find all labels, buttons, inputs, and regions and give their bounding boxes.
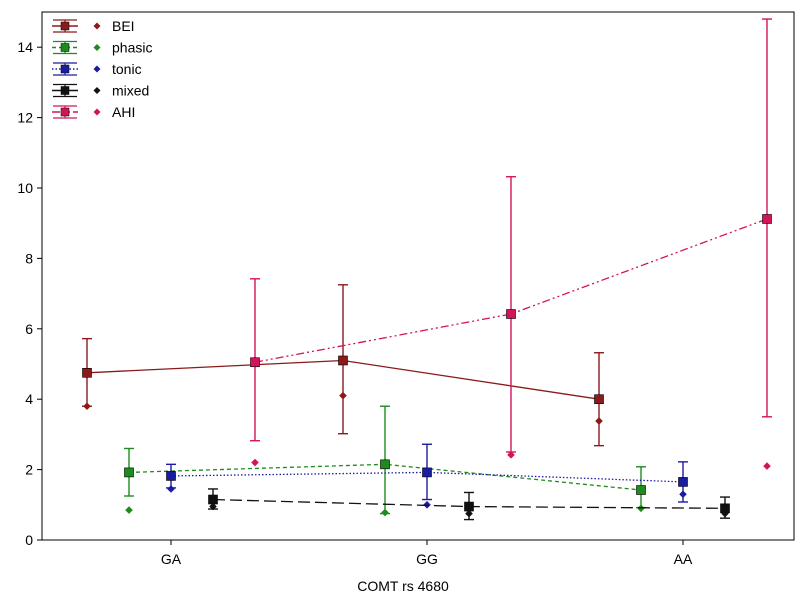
axes: 0 2 4 6 8 10 12 14 GA GG AA COMT rs 4680 [17, 11, 795, 594]
legend-label: tonic [112, 61, 142, 77]
x-axis-title: COMT rs 4680 [357, 578, 449, 594]
median-marker [209, 502, 217, 511]
median-marker [721, 509, 729, 518]
series-ahi [250, 18, 772, 470]
y-tick-label: 2 [25, 462, 33, 478]
series-layer [82, 18, 772, 521]
mean-marker [250, 357, 260, 368]
legend-mean-marker [60, 64, 70, 74]
legend-median-marker [93, 22, 101, 30]
legend-mean-marker [60, 21, 70, 31]
y-tick-label: 0 [25, 532, 33, 548]
mean-marker [82, 367, 92, 378]
median-marker [595, 417, 603, 425]
median-marker [167, 485, 175, 493]
legend-label: BEI [112, 18, 135, 34]
plot-frame [41, 11, 795, 541]
legend-item-phasic: phasic [52, 40, 152, 56]
legend-mean-marker [60, 107, 70, 117]
legend-label: phasic [112, 40, 152, 56]
mean-marker [464, 501, 474, 512]
legend-label: AHI [112, 104, 135, 120]
median-marker [679, 490, 687, 499]
mean-marker [636, 485, 646, 495]
mean-marker [506, 309, 516, 319]
legend: BEI phasic tonic mixed AHI [52, 18, 152, 120]
mean-marker [422, 467, 432, 478]
x-tick-label: GG [416, 551, 438, 567]
mean-marker [338, 355, 348, 366]
series-line-ahi [254, 218, 768, 363]
median-marker [125, 506, 133, 514]
legend-mean-marker [60, 43, 70, 52]
series-phasic [124, 405, 646, 517]
y-tick-label: 4 [25, 391, 33, 407]
legend-median-marker [93, 44, 101, 51]
legend-label: mixed [112, 83, 149, 99]
mean-marker [124, 467, 134, 478]
y-tick-label: 10 [17, 180, 33, 196]
mean-marker [380, 459, 390, 470]
legend-item-mixed: mixed [52, 83, 149, 99]
x-tick-label: GA [161, 551, 182, 567]
median-marker [507, 451, 515, 459]
median-marker [381, 508, 389, 517]
legend-item-tonic: tonic [52, 61, 142, 77]
series-mixed [208, 488, 730, 521]
legend-item-bei: BEI [52, 18, 135, 34]
y-tick-label: 6 [25, 321, 33, 337]
y-tick-label: 12 [17, 110, 33, 126]
mean-marker [208, 494, 218, 505]
x-tick-label: AA [674, 551, 693, 567]
mean-marker [678, 477, 688, 487]
legend-median-marker [93, 87, 101, 94]
mean-marker [166, 471, 176, 481]
legend-median-marker [93, 65, 101, 73]
median-marker [465, 509, 473, 518]
mean-marker [762, 214, 772, 224]
mean-marker [594, 394, 604, 405]
legend-median-marker [93, 108, 101, 116]
median-marker [83, 402, 91, 411]
series-line-phasic [128, 463, 642, 491]
series-tonic [166, 443, 688, 509]
median-marker [763, 462, 771, 470]
legend-item-ahi: AHI [52, 104, 135, 120]
series-bei [82, 284, 604, 447]
y-tick-label: 14 [17, 39, 33, 55]
median-marker [251, 458, 259, 467]
y-tick-label: 8 [25, 250, 33, 266]
median-marker [339, 391, 347, 400]
legend-mean-marker [60, 86, 70, 95]
